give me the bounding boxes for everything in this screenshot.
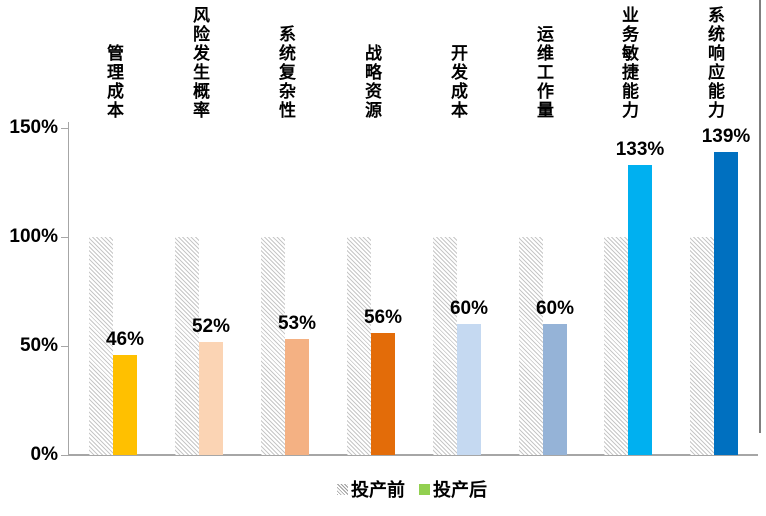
frame-right-border bbox=[759, 0, 761, 433]
bar-value-label: 53% bbox=[277, 313, 317, 334]
bar-after bbox=[199, 342, 223, 455]
legend-item: 投产后 bbox=[419, 476, 487, 502]
y-axis-tick-mark bbox=[61, 455, 68, 456]
bar-after bbox=[371, 333, 395, 455]
bar-value-label: 52% bbox=[191, 316, 231, 337]
legend-label: 投产后 bbox=[433, 480, 487, 500]
category-label: 战略资源 bbox=[362, 44, 381, 120]
legend-item: 投产前 bbox=[337, 476, 405, 502]
bar-after bbox=[457, 324, 481, 455]
category-label: 系统响应能力 bbox=[705, 6, 724, 120]
x-axis-line bbox=[68, 454, 758, 456]
bar-after bbox=[714, 152, 738, 455]
bar-after bbox=[113, 355, 137, 455]
category-label: 风险发生概率 bbox=[190, 6, 209, 120]
y-axis-line bbox=[68, 122, 69, 455]
bar-value-label: 46% bbox=[105, 329, 145, 350]
bar-before bbox=[175, 237, 199, 455]
y-axis-tick-mark bbox=[61, 237, 68, 238]
bar-after bbox=[543, 324, 567, 455]
bar-before bbox=[690, 237, 714, 455]
bar-after bbox=[628, 165, 652, 455]
category-label: 管理成本 bbox=[104, 44, 123, 120]
bar-value-label: 60% bbox=[535, 298, 575, 319]
y-axis-tick-mark bbox=[61, 128, 68, 129]
bar-after bbox=[285, 339, 309, 455]
category-label: 开发成本 bbox=[448, 44, 467, 120]
bar-value-label: 133% bbox=[615, 139, 665, 160]
bar-value-label: 56% bbox=[363, 307, 403, 328]
y-axis-tick-label: 100% bbox=[9, 226, 58, 247]
bar-before bbox=[261, 237, 285, 455]
y-axis-tick-mark bbox=[61, 346, 68, 347]
bar-before bbox=[604, 237, 628, 455]
bar-before bbox=[89, 237, 113, 455]
legend-swatch-icon bbox=[337, 483, 348, 495]
y-axis-tick-label: 0% bbox=[30, 444, 58, 465]
bar-value-label: 60% bbox=[449, 298, 489, 319]
y-axis-tick-label: 150% bbox=[9, 117, 58, 138]
category-label: 运维工作量 bbox=[534, 25, 553, 120]
bar-before bbox=[347, 237, 371, 455]
bar-before bbox=[433, 237, 457, 455]
y-axis-tick-label: 50% bbox=[19, 335, 58, 356]
bar-before bbox=[519, 237, 543, 455]
category-label: 系统复杂性 bbox=[276, 25, 295, 120]
bar-value-label: 139% bbox=[701, 126, 751, 147]
category-label: 业务敏捷能力 bbox=[619, 6, 638, 120]
legend-swatch-icon bbox=[419, 483, 430, 495]
legend-label: 投产前 bbox=[351, 480, 405, 500]
chart-legend: 投产前 投产后 bbox=[337, 476, 487, 502]
